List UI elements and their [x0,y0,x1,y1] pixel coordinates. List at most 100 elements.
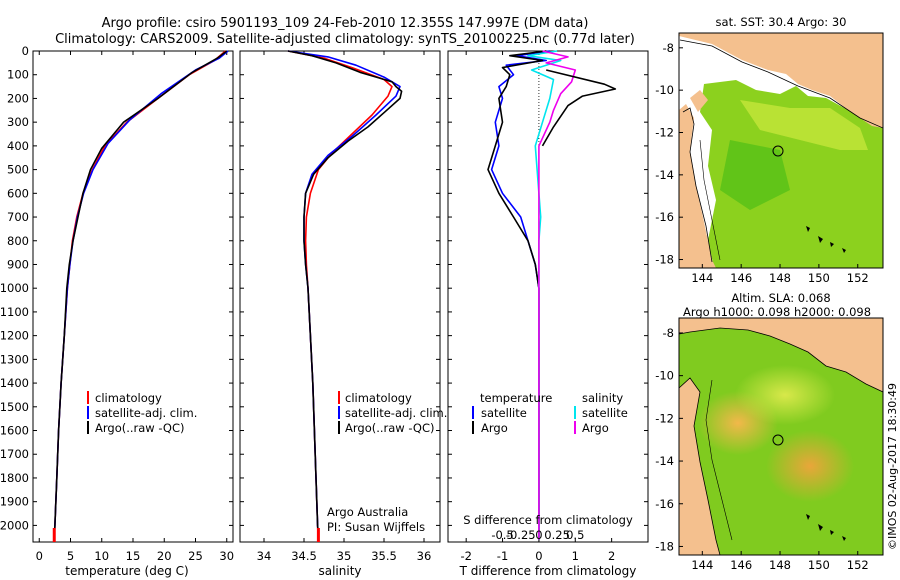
map-x-tick-label: 144 [691,558,713,572]
sla-map-land-png [679,318,883,392]
x-tick-label: 0 [36,549,43,563]
sla-map-frame [678,317,884,556]
map-x-tick-label: 150 [808,558,830,572]
map-y-tick-label: -8 [663,41,674,55]
t-difference-xlabel: T difference from climatology [459,564,637,578]
salinity-xlabel: salinity [318,564,361,578]
x-tick-label: 25 [188,549,203,563]
temperature-xlabel: temperature (deg C) [65,564,188,578]
y-tick-label: 1000 [0,281,29,295]
y-tick-label: 1600 [0,424,29,438]
temperature-frame [32,50,234,543]
legend-label: climatology [345,391,412,405]
series-line-argo [53,50,228,538]
sla-map-reef-line [705,379,733,541]
salinity-legend: climatology satellite-adj. clim. Argo(..… [338,391,447,435]
x-tick-label: -1 [497,549,508,563]
difference-panel: -2 -1 0 1 2 temperature salinity satellite A… [447,50,649,578]
x-tick-label: -2 [460,549,471,563]
map-y-tick-label: -12 [655,411,674,425]
y-tick-label: 1800 [0,471,29,485]
y-tick-label: 1900 [0,495,29,509]
x-tick-label: 20 [157,549,172,563]
credit-text: Argo Australia [327,505,408,519]
map-x-tick-label: 148 [769,271,791,285]
y-tick-label: 500 [7,163,29,177]
x-tick-label: 35.5 [371,549,397,563]
y-tick-label: 600 [7,186,29,200]
y-tick-label: 1500 [0,400,29,414]
map-y-tick-label: -14 [655,168,674,182]
x-tick-label: 34.5 [291,549,317,563]
s-difference-label: S difference from climatology [463,513,633,527]
s-tick-label: 0.5 [566,528,584,542]
legend-label: Argo(..raw -QC) [95,421,185,435]
y-tick-label: 900 [7,257,29,271]
sla-map-mid-band [735,365,835,425]
sla-map-png-coast [679,327,883,393]
x-tick-label: 34 [257,549,272,563]
map-x-tick-label: 152 [847,558,869,572]
x-tick-label: 15 [126,549,141,563]
legend-label: satellite-adj. clim. [95,406,197,420]
sla-map-title-2: Argo h1000: 0.098 h2000: 0.098 [683,305,871,319]
y-tick-label: 200 [7,91,29,105]
x-tick-label: 35 [337,549,352,563]
sst-map-reef-line [699,139,721,261]
sla-map-argo-marker [772,434,784,446]
x-tick-label: 0 [535,549,542,563]
legend-label: Argo [582,421,609,435]
title-line-1: Argo profile: csiro 5901193_109 24-Feb-2… [102,16,589,31]
legend-title-salinity: salinity [582,391,623,405]
map-x-tick-label: 146 [730,271,752,285]
sst-map-png-coast [679,39,883,129]
title-line-2: Climatology: CARS2009. Satellite-adjuste… [55,32,635,47]
map-y-tick-label: -10 [655,83,674,97]
x-tick-label: 10 [94,549,109,563]
x-tick-label: 5 [67,549,74,563]
map-y-tick-label: -8 [663,326,674,340]
temperature-panel: 0 5 10 15 20 25 300100200300400500600700800900… [0,44,234,578]
legend-label: Argo [481,421,508,435]
legend-title-temperature: temperature [480,391,552,405]
sst-map-frame [678,32,884,269]
sst-map-coastline [682,107,713,263]
legend-label: Argo(..raw -QC) [345,421,435,435]
salinity-panel: 34 34.5 35 35.5 36 climatology satellite-adj… [239,50,447,578]
sst-map-warm-patch [740,100,868,150]
salinity-frame [239,50,441,543]
map-y-tick-label: -16 [655,497,674,511]
temperature-legend: climatology satellite-adj. clim. Argo(..… [87,391,197,435]
y-tick-label: 1700 [0,447,29,461]
y-tick-label: 700 [7,210,29,224]
y-tick-label: 800 [7,234,29,248]
map-y-tick-label: -14 [655,454,674,468]
legend-label: satellite [582,406,628,420]
map-y-tick-label: -16 [655,210,674,224]
y-tick-label: 1400 [0,376,29,390]
y-tick-label: 2000 [0,518,29,532]
sla-map-high-center [766,430,854,502]
x-tick-label: 30 [219,549,234,563]
y-tick-label: 1200 [0,329,29,343]
sla-map-title-1: Altim. SLA: 0.068 [731,291,830,305]
series-line-t-argo [487,50,547,540]
x-tick-label: 36 [417,549,432,563]
map-y-tick-label: -18 [655,253,674,267]
watermark-text: ©IMOS 02-Aug-2017 18:30:49 [886,383,899,550]
map-x-tick-label: 144 [691,271,713,285]
sla-map-panel: Altim. SLA: 0.068 Argo h1000: 0.098 h200… [655,291,884,572]
sst-map-land-australia [679,104,716,268]
sst-map-panel: sat. SST: 30.4 Argo: 30 144 146 148 150 152 -… [655,15,884,285]
series-line-s-argo-black [541,69,617,147]
y-tick-label: 100 [7,68,29,82]
map-x-tick-label: 150 [808,271,830,285]
s-tick-label: -0.5 [491,528,513,542]
sst-map-islands [690,90,708,112]
pi-text: PI: Susan Wijffels [327,520,425,534]
difference-frame [447,50,649,543]
map-y-tick-label: -18 [655,539,674,553]
map-x-tick-label: 148 [769,558,791,572]
legend-label: satellite-adj. clim. [345,406,447,420]
